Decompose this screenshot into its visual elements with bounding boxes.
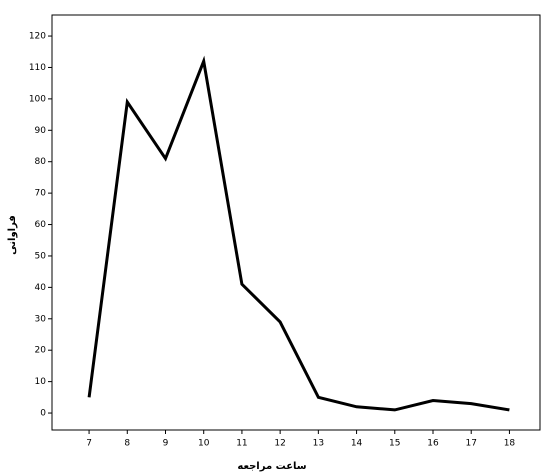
x-tick-label: 15: [389, 439, 400, 449]
x-tick-label: 18: [504, 439, 516, 449]
x-axis-label: ساعت مراجعه: [237, 461, 306, 472]
x-tick-label: 14: [351, 439, 363, 449]
x-tick-label: 11: [236, 439, 247, 449]
y-tick-label: 30: [35, 314, 47, 324]
y-tick-label: 110: [29, 63, 46, 73]
y-tick-label: 100: [29, 94, 46, 104]
x-tick-label: 17: [465, 439, 476, 449]
y-tick-label: 40: [35, 283, 47, 293]
x-tick-label: 16: [427, 439, 439, 449]
x-tick-label: 9: [163, 439, 169, 449]
x-tick-label: 8: [124, 439, 130, 449]
y-tick-label: 10: [35, 377, 47, 387]
y-tick-label: 70: [35, 189, 47, 199]
y-tick-label: 0: [40, 409, 46, 419]
y-tick-label: 60: [35, 220, 47, 230]
y-tick-label: 20: [35, 346, 47, 356]
x-tick-label: 13: [313, 439, 324, 449]
y-tick-label: 90: [35, 126, 47, 136]
y-tick-label: 120: [29, 32, 46, 42]
y-axis-label: فراوانی: [7, 215, 18, 255]
x-tick-label: 7: [86, 439, 92, 449]
y-tick-label: 80: [35, 157, 47, 167]
y-tick-label: 50: [35, 251, 47, 261]
data-line: [87, 55, 510, 412]
x-tick-label: 10: [198, 439, 210, 449]
x-tick-label: 12: [274, 439, 285, 449]
plot-frame: [51, 14, 541, 431]
